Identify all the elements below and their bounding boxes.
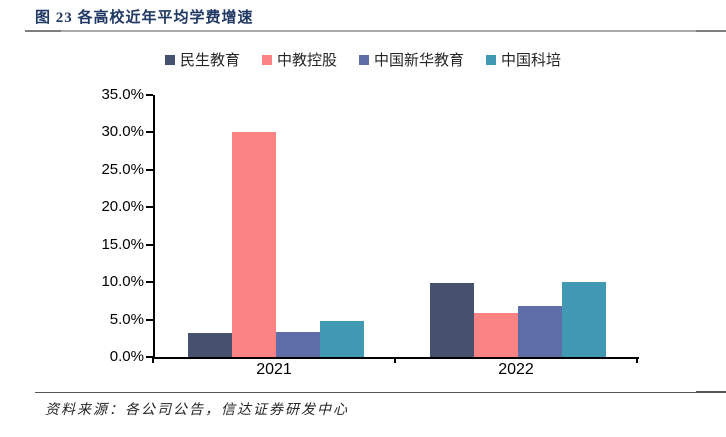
y-axis-tick-mark [146, 356, 153, 358]
y-axis-tick-mark [146, 206, 153, 209]
legend-label: 中国科培 [501, 52, 562, 69]
bar [188, 333, 232, 357]
legend-item: 中国科培 [486, 49, 561, 70]
bar [474, 312, 518, 357]
bar [276, 332, 320, 357]
chart-legend: 民生教育 中教控股 中国新华教育 中国科培 [0, 49, 726, 70]
y-axis-tick-label: 0.0% [109, 348, 144, 365]
y-axis-tick-mark [146, 94, 153, 96]
y-axis-tick-mark [146, 318, 153, 321]
legend-label: 中教控股 [276, 52, 337, 69]
y-axis-tick-mark [146, 168, 153, 171]
figure-title: 图 23 各高校近年平均学费增速 [35, 10, 254, 26]
x-category-label: 2022 [498, 361, 534, 378]
legend-swatch [261, 54, 272, 65]
legend-item: 民生教育 [164, 49, 240, 70]
header-divider [25, 30, 726, 32]
legend-item: 中教控股 [261, 49, 337, 70]
legend-swatch [359, 54, 369, 65]
bar [562, 282, 606, 357]
y-axis-tick-label: 20.0% [101, 198, 144, 216]
y-axis-tick-label: 35.0% [101, 86, 144, 103]
y-axis-tick-mark [146, 131, 153, 134]
source-note: 资料来源：各公司公告，信达证券研发中心 [45, 403, 349, 418]
legend-label: 民生教育 [179, 52, 240, 69]
y-axis-tick-mark [146, 281, 153, 284]
legend-swatch [164, 54, 175, 65]
footer-divider [35, 391, 726, 393]
bar [232, 132, 276, 357]
x-axis-tick-mark [636, 357, 638, 363]
legend-swatch [486, 54, 497, 65]
y-axis-tick-label: 30.0% [101, 123, 144, 141]
y-axis-tick-label: 15.0% [101, 235, 144, 253]
y-axis-tick-label: 25.0% [101, 160, 144, 178]
legend-label: 中国新华教育 [374, 52, 465, 69]
x-category-label: 2021 [256, 361, 292, 378]
y-axis-tick-label: 10.0% [101, 273, 144, 291]
y-axis-tick-label: 5.0% [109, 310, 144, 328]
y-axis-tick-mark [146, 243, 153, 246]
bar [320, 321, 364, 357]
bar [518, 306, 562, 357]
chart-plot-area [153, 95, 639, 359]
bar [430, 282, 474, 357]
legend-item: 中国新华教育 [359, 49, 464, 70]
x-axis-tick-mark [152, 357, 154, 363]
x-axis-tick-mark [394, 357, 396, 363]
